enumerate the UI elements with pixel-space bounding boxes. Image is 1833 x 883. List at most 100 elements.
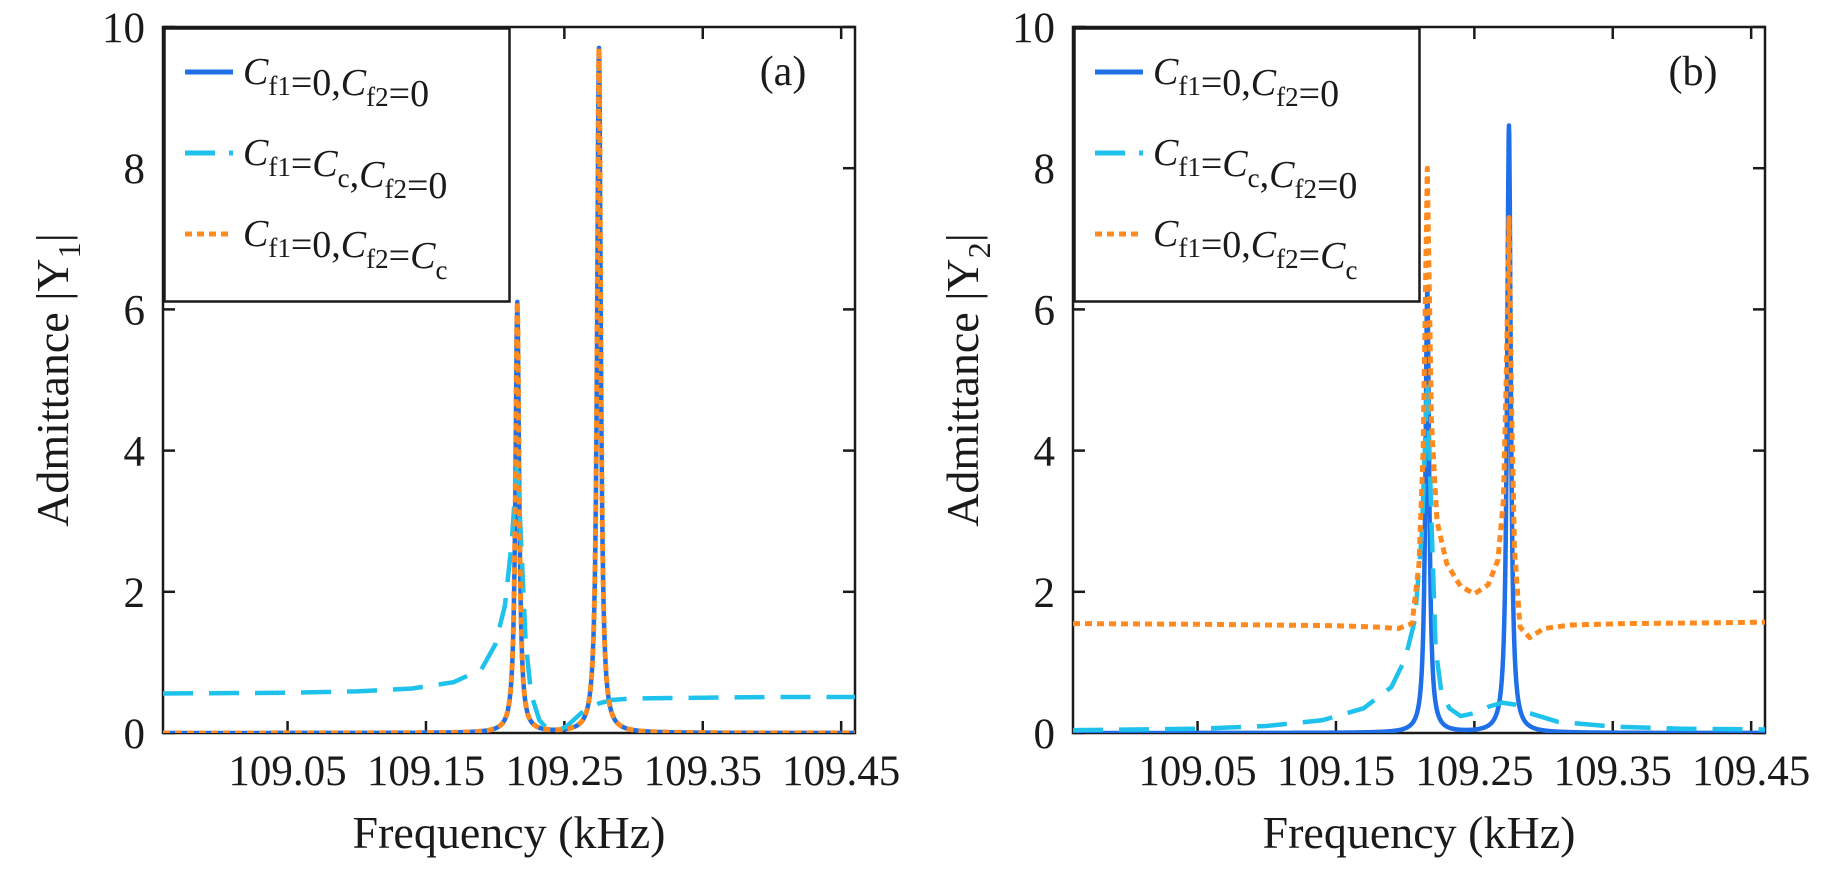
legend-entry-text: , [350,154,360,196]
legend-entry-text: =0, [1201,62,1251,104]
y-tick-label: 8 [1034,146,1056,193]
x-tick-label: 109.05 [1138,748,1256,795]
legend-entry-text: = [291,143,312,185]
legend-entry-subscript: c [1248,163,1260,193]
y-tick-label: 2 [1034,570,1056,617]
y-tick-label: 8 [124,146,146,193]
legend-entry-text: C [243,213,269,255]
legend-entry-subscript: f1 [268,152,291,182]
y-axis-label-text: Admittance |Y [937,258,988,527]
y-axis-label: Admittance |Y2| [937,233,997,527]
legend-entry-subscript: f1 [268,233,291,263]
legend-entry-subscript: f1 [268,71,291,101]
y-tick-label: 0 [1034,711,1056,758]
legend-entry-text: C [359,154,385,196]
legend-entry-subscript: f2 [1276,82,1299,112]
legend-entry-text: =0, [1201,224,1251,266]
y-tick-label: 10 [102,5,145,52]
y-tick-label: 6 [1034,287,1056,334]
legend-entry-text: C [1153,213,1179,255]
legend-entry-text: =0, [291,62,341,104]
series-lines [1073,123,1765,733]
legend-entry-text: C [1153,51,1179,93]
legend-entry-subscript: f2 [366,82,389,112]
x-tick-label: 109.15 [1277,748,1395,795]
legend-entry-subscript: f2 [385,174,408,204]
x-axis-label: Frequency (kHz) [353,807,666,858]
y-axis-label-subscript: 1 [51,242,87,258]
panel-b: 0 2 4 6 8 10 109.05 109.15 109.25 109.35 109.45 Fre… [937,5,1810,858]
legend-entry-text: C [243,51,269,93]
y-axis-label-close: | [27,233,78,242]
legend-entry-text: C [410,235,436,277]
legend-entry-subscript: c [435,255,447,285]
x-tick-label: 109.45 [1692,748,1810,795]
legend-entry-subscript: f1 [1178,233,1201,263]
legend-entry: Cf1=0,Cf2=0 [1153,51,1339,115]
x-tick-label: 109.25 [505,748,623,795]
panel-a: 0 2 4 6 8 10 109.05 109.15 109.25 109.35 109.45 Fre… [27,5,900,858]
x-axis-label: Frequency (kHz) [1263,807,1576,858]
series-line-dotted [1073,165,1765,641]
legend-entry-text: = [1201,143,1222,185]
legend-entry-text: = [1299,235,1320,277]
x-tick-label: 109.15 [367,748,485,795]
legend-entry-text: C [1251,62,1277,104]
legend-entry-text: C [341,62,367,104]
x-tick-label: 109.35 [1554,748,1672,795]
legend-entry-subscript: f2 [1276,244,1299,274]
panel-label: (b) [1669,49,1718,95]
legend-entry-text: =0 [1317,165,1357,207]
legend-entry: Cf1=0,Cf2=0 [243,51,429,115]
y-axis-label-close: | [937,233,988,242]
legend-entry-text: C [1222,143,1248,185]
y-tick-label: 4 [1034,429,1056,476]
panel-label: (a) [760,49,807,95]
legend-entry-text: C [341,224,367,266]
legend-entry-text: C [1269,154,1295,196]
legend-entry-subscript: f2 [366,244,389,274]
legend-entry-subscript: f1 [1178,152,1201,182]
legend-entry: Cf1=0,Cf2=Cc [1153,213,1357,285]
y-tick-label: 4 [124,429,146,476]
plot-area-frame [1071,25,1767,735]
legend-entry-text: C [1153,132,1179,174]
x-tick-label: 109.25 [1415,748,1533,795]
legend-entry-text: =0, [291,224,341,266]
y-tick-label: 2 [124,570,146,617]
legend-entry-text: =0 [407,165,447,207]
y-tick-label: 10 [1012,5,1055,52]
legend-entry-text: , [1260,154,1270,196]
x-tick-label: 109.05 [228,748,346,795]
legend-entry: Cf1=0,Cf2=Cc [243,213,447,285]
legend-entry: Cf1=Cc,Cf2=0 [243,132,447,207]
x-tick-label: 109.45 [782,748,900,795]
legend-entry-text: =0 [389,73,429,115]
legend-entry-subscript: c [1345,255,1357,285]
plot-area-frame [161,25,857,735]
legend-entry-text: C [243,132,269,174]
legend-entry-text: C [1251,224,1277,266]
x-tick-label: 109.35 [644,748,762,795]
y-axis-label-text: Admittance |Y [27,258,78,527]
legend-entry-text: C [312,143,338,185]
legend-entry-text: = [389,235,410,277]
y-axis-label: Admittance |Y1| [27,233,87,527]
legend-entry-subscript: f1 [1178,71,1201,101]
y-tick-label: 6 [124,287,146,334]
series-line-solid [1073,123,1765,733]
legend-entry-text: =0 [1299,73,1339,115]
legend-entry: Cf1=Cc,Cf2=0 [1153,132,1357,207]
series-line-dashed [163,455,855,733]
series-lines [163,45,855,733]
legend-entry-subscript: f2 [1295,174,1318,204]
legend-entry-text: C [1320,235,1346,277]
y-axis-label-subscript: 2 [961,242,997,258]
series-line-dashed [1073,377,1765,733]
legend-entry-subscript: c [338,163,350,193]
series-line-dotted [163,45,855,733]
y-tick-label: 0 [124,711,146,758]
